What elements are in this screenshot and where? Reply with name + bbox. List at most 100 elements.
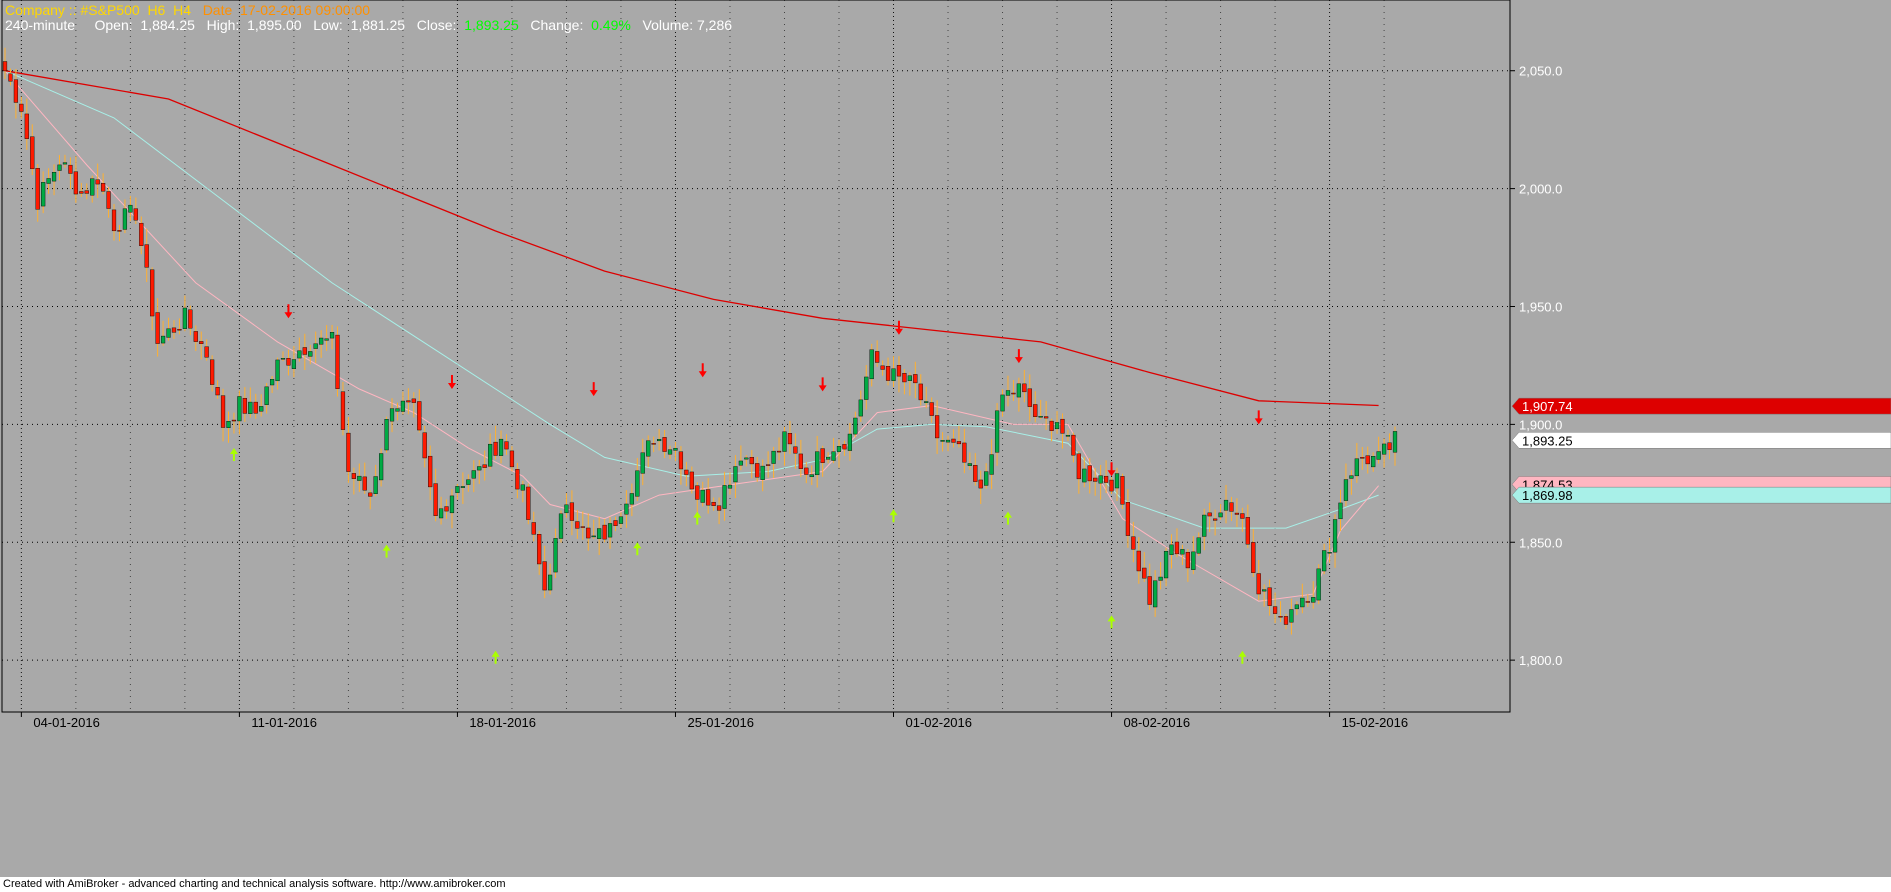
candle: [1191, 536, 1196, 575]
candle-body-bull: [313, 343, 318, 349]
candle: [836, 439, 842, 468]
candle-body-bear: [482, 464, 487, 468]
candle: [1142, 552, 1147, 582]
candle: [913, 361, 918, 399]
candle: [231, 412, 237, 434]
candle-body-bull: [280, 358, 286, 360]
candle-body-bull: [1349, 475, 1354, 479]
candle: [210, 355, 215, 392]
candle-body-bull: [269, 379, 275, 386]
candle-body-bear: [515, 469, 520, 490]
x-tick-label: 25-01-2016: [687, 715, 754, 730]
buy-arrow: [889, 509, 898, 523]
candle: [340, 381, 346, 436]
x-tick-label: 18-01-2016: [469, 715, 536, 730]
candle-body-bear: [1033, 404, 1038, 417]
candle: [19, 96, 24, 119]
candle: [389, 398, 395, 433]
candle-body-bull: [57, 164, 62, 171]
candle-body-bull: [264, 386, 269, 405]
candle-body-bull: [471, 470, 476, 479]
candle-body-bear: [220, 395, 226, 428]
candle-body-bull: [815, 451, 820, 476]
candle: [1082, 457, 1087, 488]
candle-body-bull: [357, 475, 362, 481]
candle-body-bull: [547, 574, 553, 591]
candle-body-bull: [1038, 416, 1043, 418]
candle-body-bear: [918, 383, 923, 401]
candle: [90, 175, 95, 203]
candle: [902, 369, 907, 395]
candle: [319, 330, 324, 358]
candle: [1065, 429, 1071, 441]
ma-short-line: [4, 70, 1379, 602]
candle-body-bull: [1294, 604, 1299, 610]
candle: [1185, 548, 1190, 582]
candle: [504, 434, 509, 455]
candle: [771, 446, 776, 479]
candle-body-bear: [875, 351, 880, 363]
candle-body-bull: [389, 408, 395, 422]
candle-body-bear: [1283, 616, 1289, 625]
candle: [1103, 460, 1109, 494]
candle: [30, 124, 35, 176]
candle-body-bull: [836, 446, 842, 453]
x-axis[interactable]: 04-01-2016 11-01-2016 18-01-2016 25-01-2016…: [20, 712, 1408, 730]
candle-body-bull: [1098, 475, 1103, 484]
candle-body-bear: [1103, 475, 1109, 483]
candle: [226, 411, 231, 443]
candle: [1376, 436, 1381, 464]
candle: [880, 360, 885, 376]
candle: [1365, 446, 1370, 474]
candle-body-bear: [139, 222, 144, 246]
candle-body-bull: [291, 359, 297, 369]
candle-body-bear: [537, 534, 542, 565]
candle: [1049, 418, 1054, 442]
candle-body-bear: [651, 443, 656, 445]
candle-body-bear: [575, 521, 580, 529]
candle: [1387, 433, 1392, 460]
candle: [8, 68, 13, 86]
candle: [346, 416, 351, 483]
y-axis[interactable]: 1,800.0 1,850.0 1,900.0 1,950.0 2,000.0 2,050…: [1510, 64, 1562, 668]
candle-body-bull: [460, 486, 465, 488]
candle: [967, 452, 972, 470]
candle-body-bear: [210, 359, 215, 385]
candle-body-bull: [46, 178, 51, 184]
candle: [482, 450, 487, 481]
candle: [1169, 534, 1174, 569]
candle-body-bear: [1234, 512, 1240, 515]
candle: [1153, 570, 1158, 617]
candle: [989, 439, 994, 490]
candle-body-bear: [188, 309, 193, 329]
candle: [144, 228, 149, 283]
candle: [869, 343, 874, 387]
candle: [335, 326, 340, 397]
candle-body-bear: [302, 347, 307, 355]
open-label: Open:: [94, 17, 133, 33]
candle-body-bear: [177, 328, 182, 331]
candle: [776, 437, 782, 461]
sell-arrow: [1107, 462, 1116, 477]
candle-body-bear: [351, 473, 356, 479]
candle: [1278, 601, 1283, 623]
buy-arrow: [693, 511, 702, 525]
candle-body-bear: [171, 327, 177, 333]
candle-body-bear: [711, 501, 716, 506]
candle: [1272, 592, 1278, 624]
candle: [1016, 377, 1021, 412]
candle: [738, 445, 743, 471]
y-tick-label: 1,850.0: [1519, 535, 1562, 550]
candle-body-bull: [591, 535, 596, 538]
candle-body-bear: [902, 372, 907, 383]
candle: [891, 356, 896, 387]
candle-body-bear: [335, 334, 340, 389]
candle: [1262, 584, 1267, 607]
candle-body-bear: [662, 437, 667, 452]
candle: [1316, 564, 1321, 605]
candle-body-bull: [1316, 568, 1321, 601]
candle: [657, 429, 662, 451]
candle-body-bear: [8, 73, 13, 82]
candle: [564, 493, 569, 518]
